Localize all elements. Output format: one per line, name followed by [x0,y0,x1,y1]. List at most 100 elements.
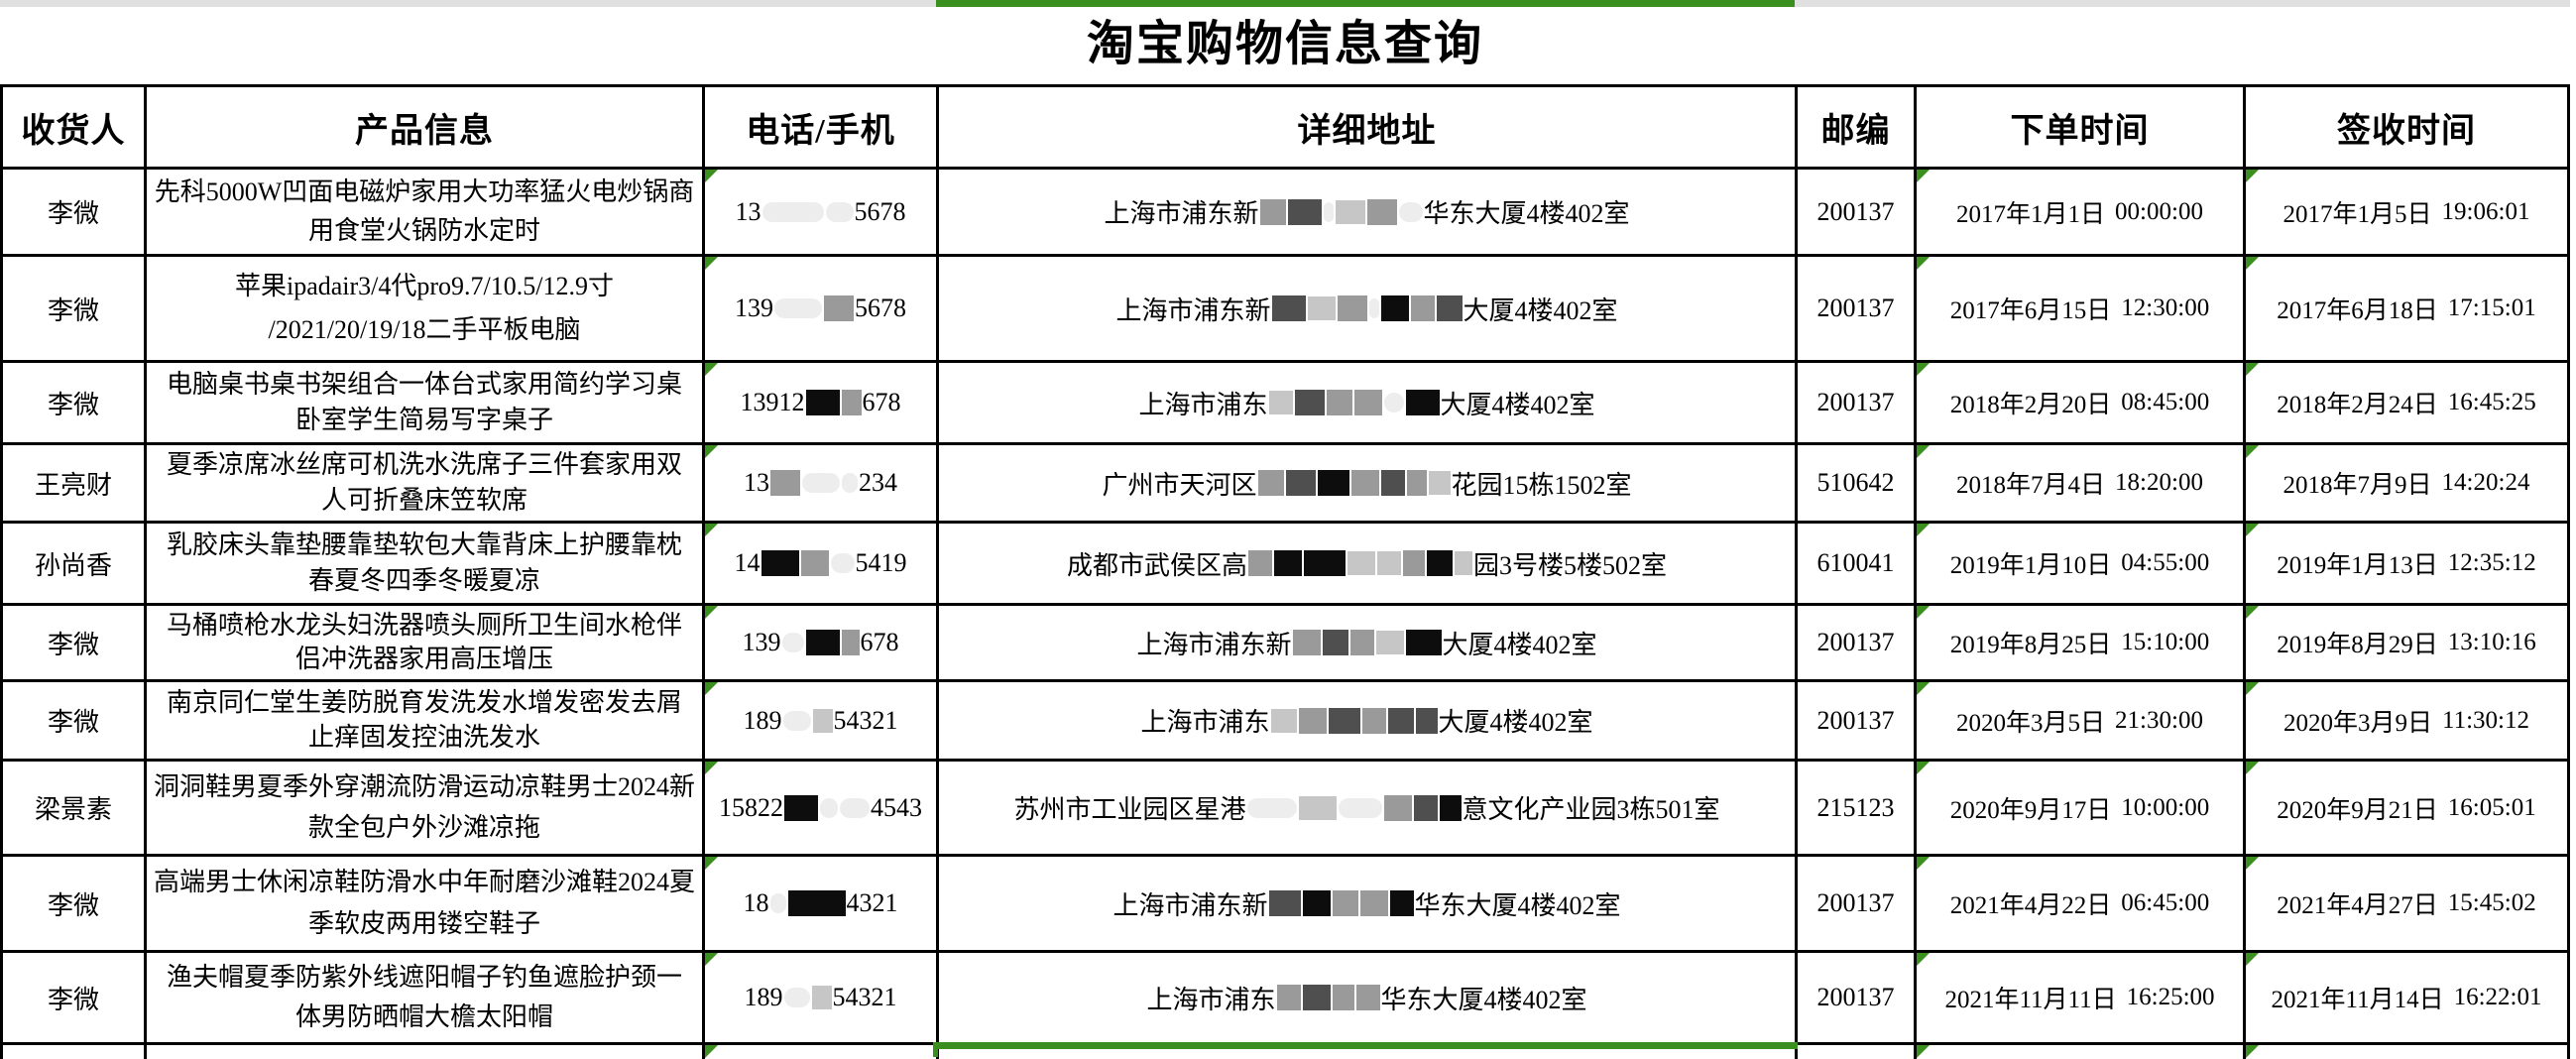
cell-address[interactable]: 上海市浦东新 华东大厦4楼402室 [939,857,1795,950]
cell-address[interactable]: 苏州市工业园区星港 意文化产业园3栋501室 [939,762,1795,854]
cell-sign-time[interactable]: 2020年3月9日 11:30:12 [2246,682,2567,759]
cell-phone[interactable]: 14 5419 [705,524,936,603]
product-line: /2021/20/19/18二手平板电脑 [268,315,581,345]
cell-order-time[interactable]: 2017年6月15日 12:30:00 [1917,257,2243,360]
cell-product[interactable]: 高端男士休闲凉鞋防滑水中年耐磨沙滩鞋2024夏 季软皮两用镂空鞋子 [147,857,702,950]
cell-zip[interactable]: 200137 [1798,257,1914,360]
column-header-sign-time[interactable]: 签收时间 [2246,87,2567,167]
cell-zip[interactable]: 200137 [1798,363,1914,442]
product-line: 夏季凉席冰丝席可机洗水洗席子三件套家用双 [166,450,682,480]
cell-recipient[interactable]: 李微 [3,682,144,759]
cell-phone[interactable]: 15822 4543 [705,762,936,854]
cell-product[interactable]: 先科5000W凹面电磁炉家用大功率猛火电炒锅商 用食堂火锅防水定时 [147,170,702,254]
cell-order-time[interactable]: 2021年4月22日 06:45:00 [1917,857,2243,950]
cell-sign-time[interactable]: 2019年8月29日 13:10:16 [2246,606,2567,679]
cell-recipient[interactable]: 王亮财 [3,445,144,521]
cell-address[interactable]: 上海市浦东新 大厦4楼402室 [939,606,1795,679]
cell-partial-row[interactable] [147,1045,702,1059]
cell-recipient[interactable]: 李微 [3,857,144,950]
cell-product[interactable]: 乳胶床头靠垫腰靠垫软包大靠背床上护腰靠枕 春夏冬四季冬暖夏凉 [147,524,702,603]
cell-recipient[interactable]: 孙尚香 [3,524,144,603]
cell-order-time[interactable]: 2018年7月4日 18:20:00 [1917,445,2243,521]
cell-phone[interactable]: 189 54321 [705,682,936,759]
cell-order-time[interactable]: 2020年3月5日 21:30:00 [1917,682,2243,759]
cell-product[interactable]: 夏季凉席冰丝席可机洗水洗席子三件套家用双 人可折叠床笠软席 [147,445,702,521]
cell-product[interactable]: 苹果ipadair3/4代pro9.7/10.5/12.9寸/2021/20/1… [147,257,702,360]
column-header-zip[interactable]: 邮编 [1798,87,1914,167]
product-line: 人可折叠床笠软席 [320,485,527,515]
cell-zip[interactable]: 200137 [1798,606,1914,679]
redaction-block [1302,890,1331,916]
cell-address[interactable]: 上海市浦东 大厦4楼402室 [939,363,1795,442]
cell-sign-time[interactable]: 2021年4月27日 15:45:02 [2246,857,2567,950]
cell-product[interactable]: 电脑桌书桌书架组合一体台式家用简约学习桌 卧室学生简易写字桌子 [147,363,702,442]
cell-product[interactable]: 洞洞鞋男夏季外穿潮流防滑运动凉鞋男士2024新 款全包户外沙滩凉拖 [147,762,702,854]
cell-phone[interactable]: 139 678 [705,606,936,679]
cell-order-time[interactable]: 2017年1月1日 00:00:00 [1917,170,2243,254]
page-title[interactable]: 淘宝购物信息查询 [1086,18,1483,70]
cell-product[interactable]: 南京同仁堂生姜防脱育发洗发水增发密发去屑 止痒固发控油洗发水 [147,682,702,759]
column-header-address[interactable]: 详细地址 [939,87,1795,167]
cell-address[interactable]: 上海市浦东新 大厦4楼402室 [939,257,1795,360]
cell-sign-time[interactable]: 2019年1月13日 12:35:12 [2246,524,2567,603]
cell-recipient[interactable]: 李微 [3,606,144,679]
column-header-recipient[interactable]: 收货人 [3,87,144,167]
cell-sign-time[interactable]: 2018年7月9日 14:20:24 [2246,445,2567,521]
address-text: 苏州市工业园区星港 意文化产业园3栋501室 [1013,789,1720,826]
cell-recipient[interactable]: 李微 [3,170,144,254]
redaction-block [1302,985,1331,1010]
green-triangle-icon [2246,524,2259,536]
column-header-order-time[interactable]: 下单时间 [1917,87,2243,167]
cell-recipient[interactable]: 梁景素 [3,762,144,854]
date-part: 2020年9月21日 [2277,796,2438,824]
cell-phone[interactable]: 13 5678 [705,170,936,254]
cell-address[interactable]: 上海市浦东新 华东大厦4楼402室 [939,170,1795,254]
cell-address[interactable]: 上海市浦东 华东大厦4楼402室 [939,953,1795,1042]
cell-order-time[interactable]: 2019年1月10日 04:55:00 [1917,524,2243,603]
redaction-block [1335,199,1365,224]
cell-partial-row[interactable] [3,1045,144,1059]
cell-partial-row[interactable] [1917,1045,2243,1059]
cell-product[interactable]: 马桶喷枪水龙头妇洗器喷头厕所卫生间水枪伴 侣冲洗器家用高压增压 [147,606,702,679]
cell-phone[interactable]: 13912 678 [705,363,936,442]
cell-phone[interactable]: 18 4321 [705,857,936,950]
cell-sign-time[interactable]: 2018年2月24日 16:45:25 [2246,363,2567,442]
cell-sign-time[interactable]: 2017年6月18日 17:15:01 [2246,257,2567,360]
cell-recipient[interactable]: 李微 [3,953,144,1042]
cell-sign-time[interactable]: 2021年11月14日 16:22:01 [2246,953,2567,1042]
address-suffix: 花园15栋1502室 [1451,470,1632,500]
cell-zip[interactable]: 200137 [1798,170,1914,254]
cell-sign-time[interactable]: 2017年1月5日 19:06:01 [2246,170,2567,254]
redaction-block [1248,550,1272,576]
cell-address[interactable]: 上海市浦东 大厦4楼402室 [939,682,1795,759]
cell-zip[interactable]: 610041 [1798,524,1914,603]
cell-partial-row[interactable] [2246,1045,2567,1059]
cell-recipient[interactable]: 李微 [3,257,144,360]
cell-address[interactable]: 广州市天河区 花园15栋1502室 [939,445,1795,521]
cell-partial-row[interactable] [705,1045,936,1059]
redaction-block [1271,295,1306,321]
cell-phone[interactable]: 13 234 [705,445,936,521]
redaction-block [1405,630,1442,655]
green-triangle-icon [2246,762,2259,774]
cell-recipient[interactable]: 李微 [3,363,144,442]
zip-value: 200137 [1816,294,1895,322]
column-header-phone[interactable]: 电话/手机 [705,87,936,167]
cell-zip[interactable]: 200137 [1798,857,1914,950]
cell-zip[interactable]: 510642 [1798,445,1914,521]
date-part: 2017年6月15日 [1949,297,2112,324]
cell-order-time[interactable]: 2020年9月17日 10:00:00 [1917,762,2243,854]
cell-order-time[interactable]: 2021年11月11日 16:25:00 [1917,953,2243,1042]
cell-product[interactable]: 渔夫帽夏季防紫外线遮阳帽子钓鱼遮脸护颈一 体男防晒帽大檐太阳帽 [147,953,702,1042]
cell-phone[interactable]: 189 54321 [705,953,936,1042]
cell-phone[interactable]: 139 5678 [705,257,936,360]
cell-zip[interactable]: 200137 [1798,682,1914,759]
cell-zip[interactable]: 215123 [1798,762,1914,854]
column-header-product[interactable]: 产品信息 [147,87,702,167]
cell-zip[interactable]: 200137 [1798,953,1914,1042]
cell-partial-row[interactable] [1798,1045,1914,1059]
cell-address[interactable]: 成都市武侯区高 园3号楼5楼502室 [939,524,1795,603]
cell-sign-time[interactable]: 2020年9月21日 16:05:01 [2246,762,2567,854]
cell-order-time[interactable]: 2018年2月20日 08:45:00 [1917,363,2243,442]
cell-order-time[interactable]: 2019年8月25日 15:10:00 [1917,606,2243,679]
